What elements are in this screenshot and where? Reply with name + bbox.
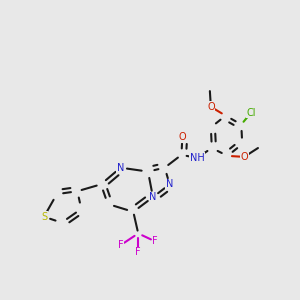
Text: F: F [118, 240, 123, 250]
Text: Cl: Cl [246, 108, 256, 118]
Text: F: F [152, 236, 158, 246]
Text: O: O [178, 132, 186, 142]
Text: O: O [240, 152, 248, 162]
Text: N: N [149, 192, 157, 202]
Text: F: F [135, 247, 141, 257]
Text: NH: NH [190, 153, 205, 163]
Text: N: N [117, 163, 124, 173]
Text: N: N [166, 179, 173, 189]
Text: O: O [207, 102, 215, 112]
Text: S: S [41, 212, 47, 222]
